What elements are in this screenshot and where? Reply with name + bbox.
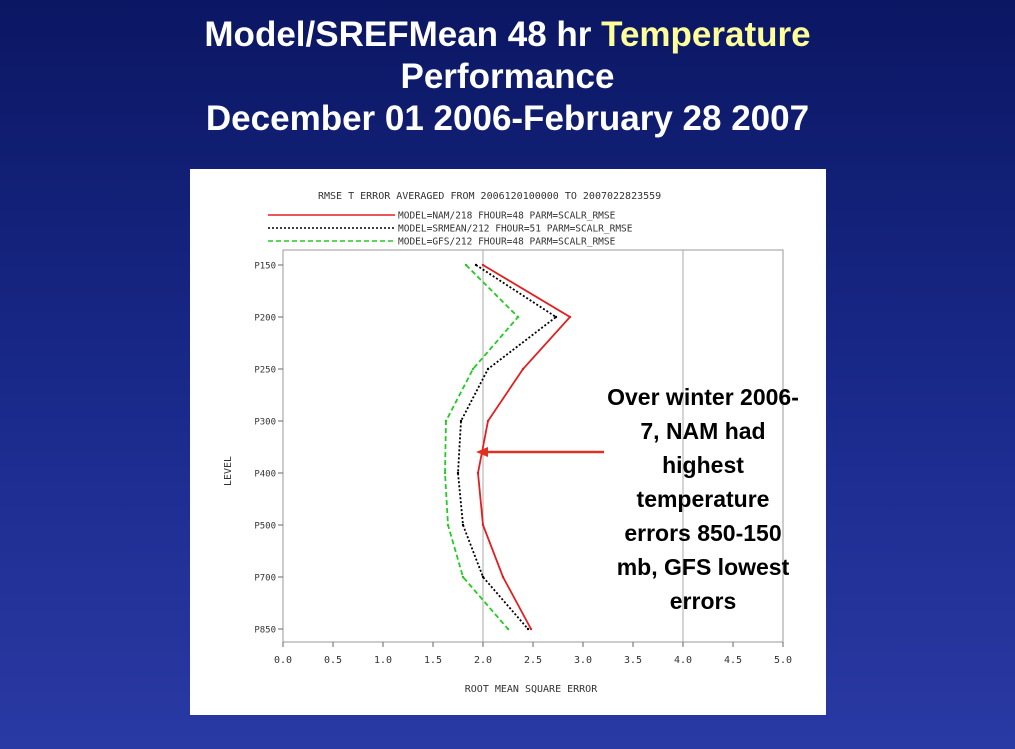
title-line-3: December 01 2006-February 28 2007: [205, 99, 810, 138]
title-line-2: Performance: [400, 57, 615, 96]
y-tick-label: P500: [254, 522, 276, 532]
y-tick-label: P150: [254, 262, 276, 272]
y-tick-label: P700: [254, 574, 276, 584]
series-point: [464, 263, 468, 267]
title-line-1: Model/SREFMean 48 hr Temperature: [0, 14, 1015, 56]
series-line: [457, 264, 558, 630]
series-point: [444, 419, 448, 423]
title-prefix: Model/SREFMean 48 hr: [204, 15, 602, 54]
series-point: [486, 419, 490, 423]
series-point: [529, 627, 533, 631]
x-tick-label: 1.0: [374, 655, 392, 666]
x-axis-label: ROOT MEAN SQUARE ERROR: [465, 684, 598, 695]
series-point: [443, 471, 447, 475]
legend-label: MODEL=SRMEAN/212 FHOUR=51 PARM=SCALR_RMS…: [398, 224, 633, 235]
legend-label: MODEL=NAM/218 FHOUR=48 PARM=SCALR_RMSE: [398, 211, 616, 222]
series-point: [481, 575, 485, 579]
x-axis-ticks: 0.0 0.5 1.0 1.5 2.0 2.5 3.0 3.5 4.0 4.5 5.0: [274, 642, 792, 666]
series-point: [526, 627, 530, 631]
series-point: [459, 419, 463, 423]
callout-arrow: [476, 447, 604, 457]
chart-panel: RMSE T ERROR AVERAGED FROM 2006120100000…: [190, 169, 826, 715]
series-point: [554, 315, 558, 319]
y-axis-ticks: P150 P200 P250 P300 P400 P500 P700 P850: [254, 262, 283, 636]
arrow-head: [476, 447, 488, 457]
series-point: [456, 471, 460, 475]
x-tick-label: 4.0: [674, 655, 692, 666]
series-point: [516, 315, 520, 319]
series-point: [474, 263, 478, 267]
series-lines: [443, 263, 572, 631]
x-tick-label: 2.5: [524, 655, 542, 666]
series-point: [486, 367, 490, 371]
y-tick-label: P200: [254, 314, 276, 324]
x-tick-label: 3.5: [624, 655, 642, 666]
series-point: [521, 367, 525, 371]
rmse-chart: RMSE T ERROR AVERAGED FROM 2006120100000…: [223, 191, 792, 695]
x-tick-label: 1.5: [424, 655, 442, 666]
x-tick-label: 0.5: [324, 655, 342, 666]
series-point: [506, 627, 510, 631]
series-line: [444, 264, 520, 630]
series-point: [501, 575, 505, 579]
y-tick-label: P400: [254, 470, 276, 480]
x-tick-label: 4.5: [724, 655, 742, 666]
series-point: [481, 263, 485, 267]
slide-title: Model/SREFMean 48 hr Temperature Perform…: [0, 14, 1015, 140]
callout-text: Over winter 2006-7, NAM had highest temp…: [607, 384, 799, 614]
chart-title: RMSE T ERROR AVERAGED FROM 2006120100000…: [318, 191, 661, 202]
x-tick-label: 0.0: [274, 655, 292, 666]
y-tick-label: P300: [254, 418, 276, 428]
series-point: [461, 575, 465, 579]
legend: MODEL=NAM/218 FHOUR=48 PARM=SCALR_RMSE MO…: [268, 211, 633, 248]
legend-label: MODEL=GFS/212 FHOUR=48 PARM=SCALR_RMSE: [398, 237, 616, 248]
series-point: [446, 523, 450, 527]
series-point: [481, 523, 485, 527]
x-tick-label: 5.0: [774, 655, 792, 666]
x-tick-label: 3.0: [574, 655, 592, 666]
series-point: [568, 315, 572, 319]
title-highlight: Temperature: [601, 15, 811, 54]
series-point: [471, 367, 475, 371]
series-point: [476, 471, 480, 475]
y-tick-label: P250: [254, 366, 276, 376]
series-line: [477, 264, 572, 630]
y-tick-label: P850: [254, 626, 276, 636]
y-axis-label: LEVEL: [223, 456, 234, 486]
series-point: [461, 523, 465, 527]
x-tick-label: 2.0: [474, 655, 492, 666]
